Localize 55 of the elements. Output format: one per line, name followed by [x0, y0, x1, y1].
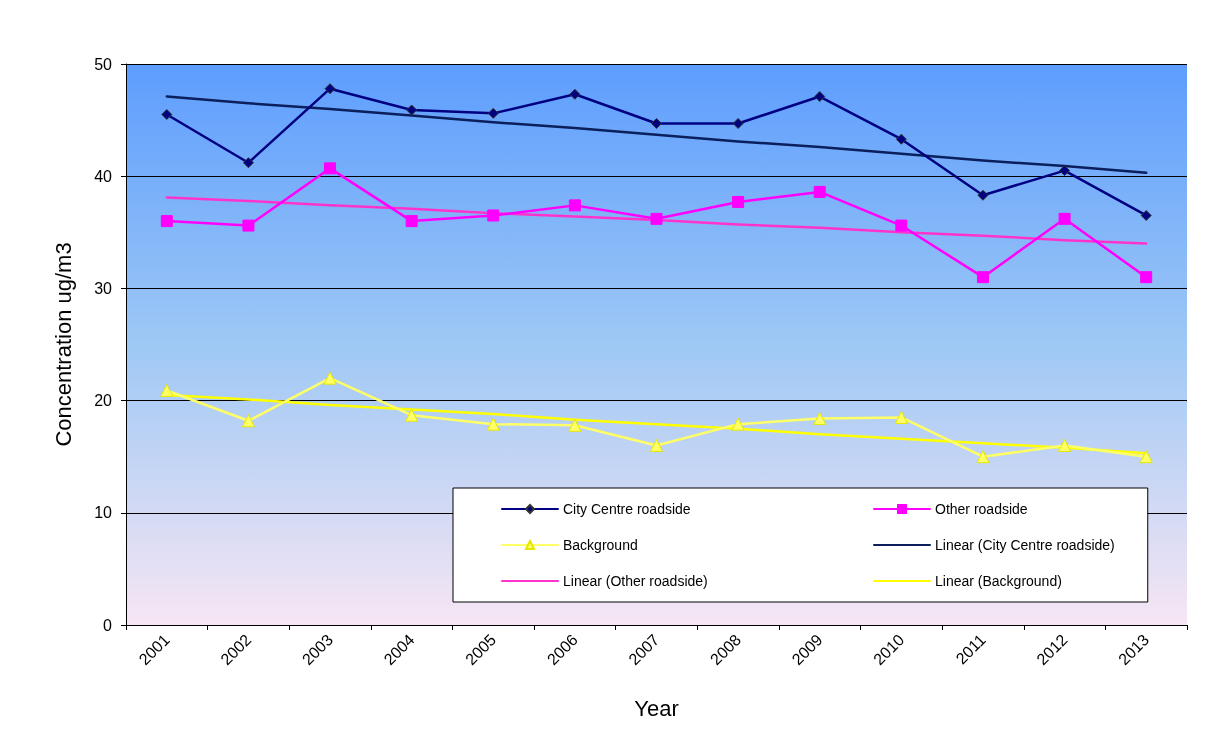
point — [569, 88, 581, 100]
y-tick-label: 40 — [94, 167, 113, 185]
point — [487, 107, 499, 119]
point — [813, 412, 827, 426]
legend-label: City Centre roadside — [563, 501, 691, 517]
point — [894, 410, 908, 424]
point — [1058, 438, 1072, 452]
point — [324, 162, 337, 175]
legend-label: Linear (City Centre roadside) — [935, 537, 1115, 553]
legend-label: Other roadside — [935, 501, 1028, 517]
point — [241, 414, 255, 428]
point — [650, 212, 663, 225]
x-axis-title: Year — [634, 695, 679, 721]
point — [406, 104, 418, 116]
point — [1140, 271, 1153, 284]
point — [242, 157, 254, 169]
y-tick-label: 20 — [94, 392, 113, 410]
point — [732, 196, 745, 209]
point — [324, 83, 336, 95]
point — [1139, 450, 1153, 464]
point — [323, 371, 337, 385]
point — [895, 219, 908, 232]
legend-label: Background — [563, 537, 638, 553]
point — [1058, 212, 1071, 225]
point — [160, 384, 174, 397]
point — [405, 215, 418, 228]
line-series — [165, 196, 1148, 245]
line-series — [165, 95, 1148, 175]
legend-label: Linear (Background) — [935, 573, 1062, 589]
point — [486, 417, 500, 431]
point — [1059, 165, 1071, 177]
point — [568, 199, 581, 212]
point — [732, 117, 744, 129]
point — [161, 108, 173, 120]
y-tick-label: 0 — [103, 616, 113, 634]
y-tick-label: 30 — [94, 279, 113, 297]
point — [568, 418, 582, 432]
point — [405, 408, 419, 422]
legend-label: Linear (Other roadside) — [563, 573, 708, 589]
point — [976, 450, 990, 464]
point — [976, 271, 989, 284]
point — [160, 215, 173, 228]
y-tick-label: 50 — [94, 55, 113, 73]
point — [487, 209, 500, 222]
point — [895, 133, 907, 145]
point — [814, 91, 826, 103]
point — [650, 438, 663, 452]
point — [242, 219, 255, 232]
point — [731, 417, 745, 431]
point — [813, 185, 826, 198]
point — [977, 189, 989, 201]
y-axis-title: Concentration ug/m3 — [50, 242, 76, 447]
point — [651, 117, 662, 129]
point — [1140, 209, 1152, 221]
y-tick-label: 10 — [94, 504, 113, 522]
